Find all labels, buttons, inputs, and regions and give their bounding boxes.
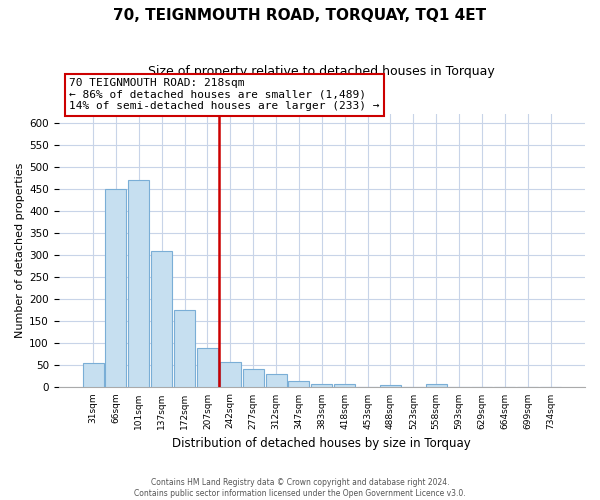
- Bar: [540, 386, 561, 388]
- Text: 70 TEIGNMOUTH ROAD: 218sqm
← 86% of detached houses are smaller (1,489)
14% of s: 70 TEIGNMOUTH ROAD: 218sqm ← 86% of deta…: [69, 78, 380, 111]
- Bar: [311, 384, 332, 388]
- X-axis label: Distribution of detached houses by size in Torquay: Distribution of detached houses by size …: [172, 437, 471, 450]
- Y-axis label: Number of detached properties: Number of detached properties: [15, 163, 25, 338]
- Bar: [83, 363, 104, 388]
- Bar: [266, 374, 287, 388]
- Bar: [242, 369, 264, 388]
- Bar: [357, 386, 378, 388]
- Bar: [128, 180, 149, 388]
- Bar: [494, 386, 515, 388]
- Bar: [174, 310, 195, 388]
- Bar: [289, 381, 310, 388]
- Text: 70, TEIGNMOUTH ROAD, TORQUAY, TQ1 4ET: 70, TEIGNMOUTH ROAD, TORQUAY, TQ1 4ET: [113, 8, 487, 22]
- Title: Size of property relative to detached houses in Torquay: Size of property relative to detached ho…: [148, 65, 495, 78]
- Bar: [334, 384, 355, 388]
- Bar: [425, 384, 447, 388]
- Bar: [151, 250, 172, 388]
- Text: Contains HM Land Registry data © Crown copyright and database right 2024.
Contai: Contains HM Land Registry data © Crown c…: [134, 478, 466, 498]
- Bar: [220, 362, 241, 388]
- Bar: [380, 385, 401, 388]
- Bar: [106, 189, 127, 388]
- Bar: [197, 348, 218, 388]
